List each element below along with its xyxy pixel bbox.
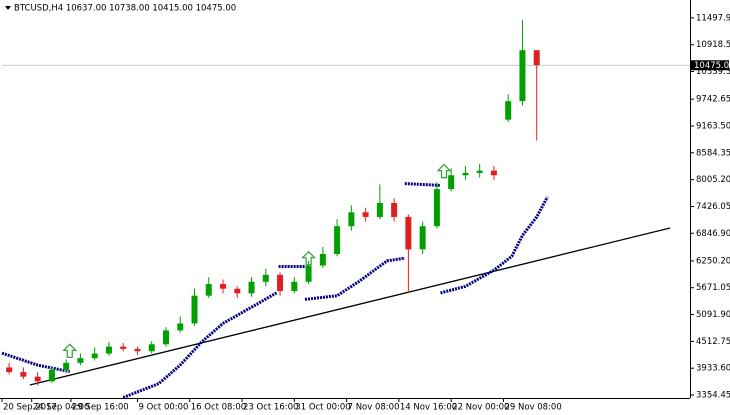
candle-body [277, 274, 284, 292]
y-tick-label: 9163.50 [696, 121, 730, 131]
y-tick-label: 10339.35 [696, 67, 730, 77]
candle-body [6, 367, 13, 373]
candle-body [533, 50, 540, 66]
candle-body [405, 216, 412, 250]
candle-body [362, 212, 369, 217]
candle-body [291, 281, 298, 292]
candle-body [91, 353, 98, 359]
candle-body [120, 346, 127, 349]
candle-body [262, 274, 269, 282]
x-tick-label: 23 Oct 16:00 [243, 403, 298, 413]
candle-body [162, 330, 169, 345]
indicator-line [1, 182, 549, 399]
candle-body [490, 170, 497, 176]
candle-body [348, 212, 355, 227]
y-tick-label: 6846.90 [696, 229, 730, 239]
y-tick-label: 8005.20 [696, 175, 730, 185]
candle-body [448, 175, 455, 190]
signal-arrow [436, 163, 452, 179]
y-tick-label: 6250.20 [696, 256, 730, 266]
last-price-box [691, 60, 729, 71]
candle-body [220, 284, 227, 289]
candle-body [77, 358, 84, 363]
candle-body [319, 253, 326, 266]
x-tick-label: 31 Oct 00:00 [295, 403, 350, 413]
y-tick-label: 7426.05 [696, 202, 730, 212]
y-tick-label: 5671.05 [696, 283, 730, 293]
chart-title: BTCUSD,H4 10637.00 10738.00 10415.00 104… [14, 4, 236, 14]
x-tick-label: 14 Nov 16:00 [400, 403, 457, 413]
candle-body [48, 369, 55, 382]
candle-body [177, 323, 184, 331]
candle-body [20, 372, 27, 377]
y-tick-label: 3354.45 [696, 391, 730, 401]
candle-body [63, 362, 70, 370]
y-tick-label: 11497.95 [696, 13, 730, 23]
last-price-label: 10475.00 [694, 61, 730, 71]
candle-body [334, 226, 341, 254]
signal-arrow [301, 250, 317, 266]
y-tick-label: 9742.65 [696, 95, 730, 105]
candle-body [134, 348, 141, 352]
candle-body [191, 295, 198, 324]
candle-body [376, 203, 383, 217]
signal-arrow [62, 343, 78, 358]
y-tick-label: 4512.75 [696, 337, 730, 347]
candle-body [433, 189, 440, 227]
candle-body [105, 346, 112, 354]
y-tick-label: 8584.35 [696, 148, 730, 158]
y-tick-label: 5091.90 [696, 310, 730, 320]
candle-body [34, 376, 41, 382]
candle-body [391, 203, 398, 217]
x-tick-label: 7 Nov 08:00 [348, 403, 400, 413]
x-tick-label: 24 Sep 04:00 [33, 403, 90, 413]
x-tick-label: 29 Sep 16:00 [72, 403, 129, 413]
x-tick-label: 22 Nov 00:00 [452, 403, 509, 413]
candle-body [148, 344, 155, 352]
candle-body [419, 226, 426, 250]
candle-body [248, 281, 255, 294]
x-tick-label: 29 Nov 08:00 [504, 403, 561, 413]
menu-triangle [5, 6, 11, 10]
trendline [29, 227, 671, 386]
candle-body [234, 288, 241, 294]
candle-body [519, 50, 526, 102]
candle-body [462, 172, 469, 176]
y-tick-label: 3933.60 [696, 364, 730, 374]
candle-body [476, 170, 483, 173]
x-tick-label: 20 Sep 2017 [3, 403, 57, 413]
candle-body [205, 284, 212, 296]
candle-body [505, 101, 512, 120]
x-tick-label: 9 Oct 00:00 [138, 403, 188, 413]
x-tick-label: 16 Oct 08:00 [191, 403, 246, 413]
candle-body [305, 265, 312, 282]
y-tick-label: 10918.50 [696, 40, 730, 50]
